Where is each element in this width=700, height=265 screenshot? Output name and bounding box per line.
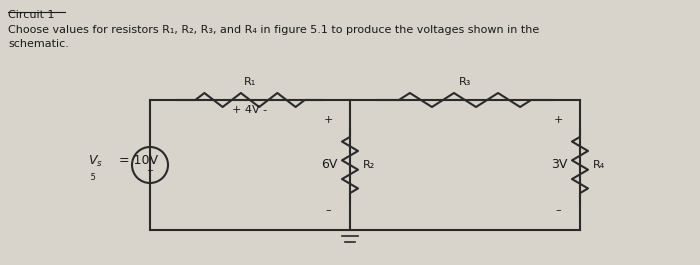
Text: R₄: R₄ xyxy=(593,160,606,170)
Text: + 4V -: + 4V - xyxy=(232,105,267,115)
Text: $V_s$: $V_s$ xyxy=(88,153,103,169)
Text: R₃: R₃ xyxy=(458,77,471,87)
Text: +: + xyxy=(553,115,563,125)
Text: 5: 5 xyxy=(88,173,96,182)
Text: 3V: 3V xyxy=(551,158,567,171)
Text: +: + xyxy=(323,115,332,125)
Text: 6V: 6V xyxy=(321,158,337,171)
Text: −: − xyxy=(146,166,153,175)
Text: –: – xyxy=(555,205,561,215)
Text: Choose values for resistors R₁, R₂, R₃, and R₄ in figure 5.1 to produce the volt: Choose values for resistors R₁, R₂, R₃, … xyxy=(8,25,539,35)
Text: = 10V: = 10V xyxy=(115,154,158,167)
Text: Circuit 1: Circuit 1 xyxy=(8,10,55,20)
Text: –: – xyxy=(326,205,331,215)
Text: R₂: R₂ xyxy=(363,160,375,170)
Text: schematic.: schematic. xyxy=(8,39,69,49)
Text: R₁: R₁ xyxy=(244,77,256,87)
